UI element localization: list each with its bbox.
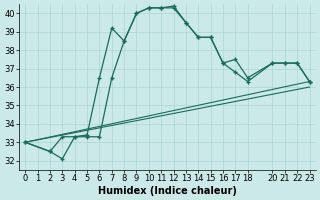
X-axis label: Humidex (Indice chaleur): Humidex (Indice chaleur) [98,186,237,196]
